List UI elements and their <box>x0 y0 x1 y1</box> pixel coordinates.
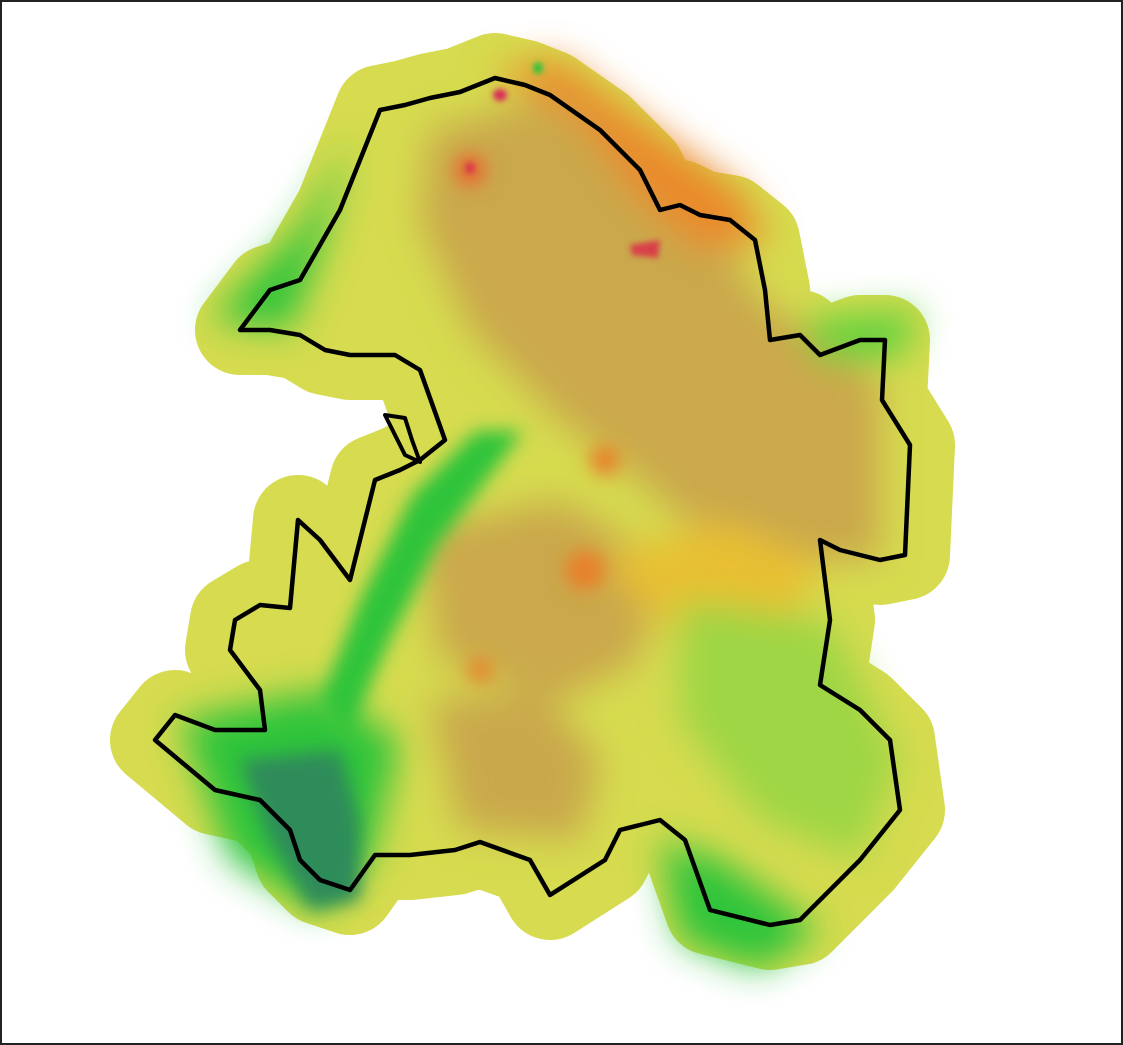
lowland <box>800 310 920 360</box>
elevation-raster <box>155 60 920 970</box>
plain <box>680 600 900 860</box>
highland <box>420 100 880 560</box>
summit <box>465 162 475 174</box>
valley <box>240 750 360 910</box>
upland <box>490 60 770 250</box>
lowland <box>210 140 350 330</box>
highland <box>430 690 600 840</box>
river-valley <box>319 431 523 738</box>
spring <box>533 62 543 74</box>
peak <box>590 445 620 475</box>
highland <box>420 500 660 700</box>
summit <box>493 89 507 101</box>
summit <box>630 240 660 258</box>
boundary-enclave <box>383 413 422 464</box>
peak <box>468 658 492 682</box>
lowland <box>660 840 820 970</box>
peak <box>565 550 605 590</box>
